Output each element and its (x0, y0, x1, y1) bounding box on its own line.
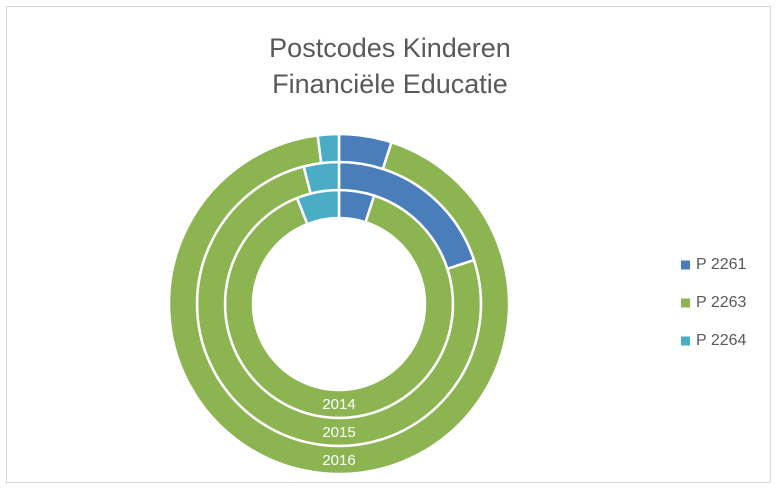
ring-label: 2014 (322, 396, 355, 413)
legend-label: P 2261 (696, 256, 747, 273)
donut-segment (316, 132, 341, 165)
legend-label: P 2264 (696, 332, 747, 349)
legend-swatch (681, 298, 690, 308)
chart-title: Financiële Educatie (272, 69, 508, 99)
ring-label: 2016 (322, 452, 355, 469)
donut-segment (167, 133, 511, 476)
legend-label: P 2263 (696, 294, 747, 311)
chart-title: Postcodes Kinderen (269, 33, 511, 63)
ring-label: 2015 (322, 424, 355, 441)
legend-swatch (681, 260, 690, 270)
legend-swatch (681, 336, 690, 346)
donut-segment (302, 160, 341, 196)
